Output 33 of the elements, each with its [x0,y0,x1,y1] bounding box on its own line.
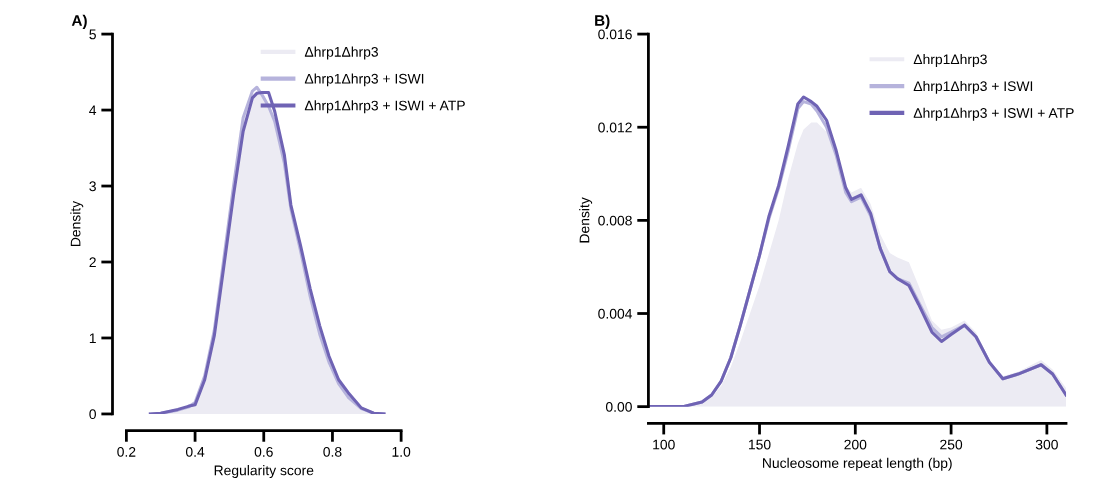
y-tick-label: 0.00 [605,401,632,412]
y-tick-label: 0.004 [598,308,633,319]
chart-title: B) [595,14,610,29]
x-tick-label: 0.6 [254,446,273,457]
x-tick-label: 200 [844,439,867,450]
x-tick-label: 100 [653,439,675,450]
x-tick-label: 300 [1035,439,1058,450]
x-tick-label: 0.4 [185,446,205,457]
legend-label: Δhrp1Δhrp3 [304,46,378,60]
y-tick-label: 0 [89,409,96,420]
x-tick-label: 0.8 [323,446,342,457]
x-axis-title: Nucleosome repeat length (bp) [763,457,952,471]
y-tick-label: 3 [89,181,96,192]
x-tick-label: 0.2 [117,446,136,457]
legend-label: Δhrp1Δhrp3 + ISWI [304,73,424,87]
y-tick-label: 4 [89,105,97,116]
y-tick-label: 1 [89,333,96,344]
legend-label: Δhrp1Δhrp3 + ISWI [913,80,1033,94]
y-tick-label: 5 [89,29,96,40]
x-tick-label: 1.0 [392,446,411,457]
x-tick-label: 250 [940,439,963,450]
y-axis-title: Density [579,197,593,243]
y-tick-label: 2 [89,257,96,268]
y-tick-label: 0.016 [598,29,632,40]
y-tick-label: 0.012 [598,122,632,133]
legend-label: Δhrp1Δhrp3 + ISWI + ATP [913,107,1074,121]
x-axis-title: Regularity score [214,465,314,479]
y-axis-title: Density [70,200,84,247]
legend-label: Δhrp1Δhrp3 + ISWI + ATP [304,100,465,114]
x-tick-label: 150 [748,439,771,450]
y-tick-label: 0.008 [598,215,632,226]
chart-title: A) [71,14,87,29]
legend-label: Δhrp1Δhrp3 [913,54,987,67]
